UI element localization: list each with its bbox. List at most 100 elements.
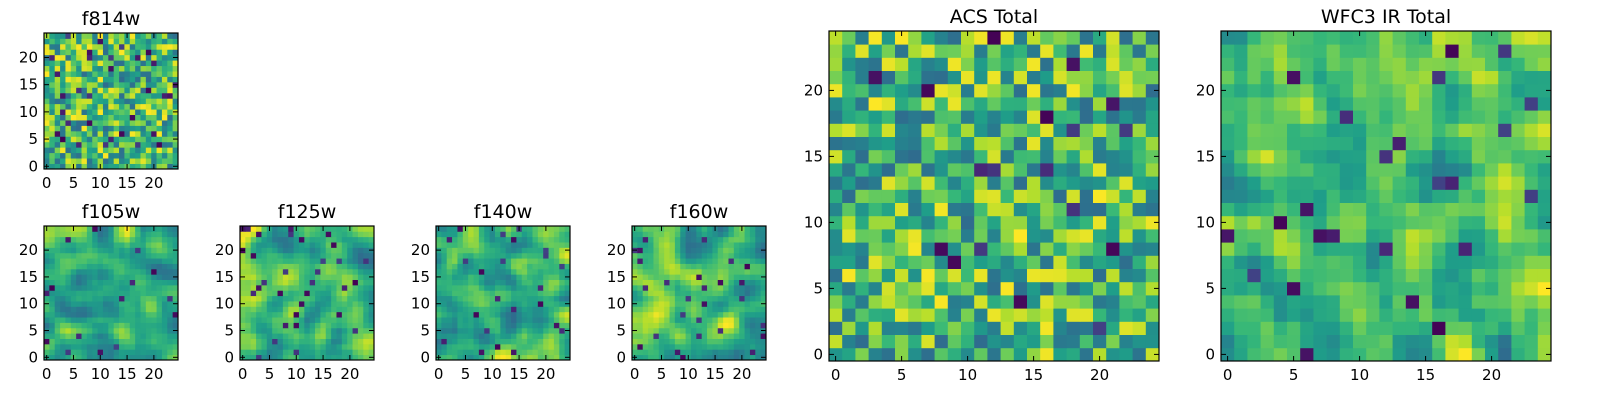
heatmap-cell [261, 231, 268, 238]
heatmap-cell [86, 236, 93, 243]
heatmap-cell [352, 231, 359, 238]
heatmap-cell [65, 43, 72, 50]
heatmap-cell [755, 338, 762, 345]
heatmap-cell [755, 263, 762, 270]
heatmap-cell [341, 231, 348, 238]
heatmap-cell [712, 295, 719, 302]
heatmap-cell [145, 354, 152, 361]
heatmap-cell [86, 163, 93, 170]
heatmap-cell [446, 226, 453, 232]
heatmap-cell [81, 236, 88, 243]
heatmap-cell [54, 152, 61, 159]
heatmap-cell [298, 268, 305, 275]
heatmap-cell [54, 306, 61, 313]
heatmap-cell [140, 268, 147, 275]
heatmap-cell [680, 327, 686, 334]
heatmap-cell [1093, 136, 1107, 151]
heatmap-cell [1419, 44, 1433, 58]
heatmap-cell [172, 317, 179, 323]
heatmap-cell [1221, 281, 1235, 296]
heatmap-cell [707, 231, 713, 238]
heatmap-cell [728, 354, 735, 361]
heatmap-cell [1300, 31, 1314, 45]
heatmap-cell [140, 130, 147, 137]
heatmap-cell [674, 322, 681, 329]
heatmap-cell [1326, 281, 1341, 296]
heatmap-cell [304, 231, 311, 238]
heatmap-cell [124, 263, 131, 270]
heatmap-cell [266, 301, 273, 307]
heatmap-cell [1287, 163, 1301, 177]
heatmap-cell [347, 322, 353, 329]
heatmap-cell [1273, 70, 1288, 85]
y-tick-label: 20 [19, 241, 38, 259]
heatmap-cell [669, 258, 676, 264]
heatmap-cell [309, 252, 316, 259]
heatmap-cell [1013, 31, 1028, 45]
heatmap-cell [559, 311, 566, 318]
heatmap-cell [947, 334, 962, 349]
heatmap-cell [452, 290, 458, 297]
heatmap-cell [293, 349, 300, 356]
heatmap-cell [167, 349, 174, 356]
heatmap-cell [728, 322, 735, 329]
heatmap-cell [537, 343, 544, 350]
heatmap-cell [145, 263, 152, 270]
heatmap-cell [1379, 189, 1393, 203]
heatmap-cell [1040, 57, 1054, 71]
heatmap-cell [680, 290, 686, 297]
heatmap-cell [81, 311, 88, 318]
heatmap-cell [119, 114, 125, 121]
heatmap-cell [516, 252, 523, 259]
heatmap-cell [553, 258, 560, 264]
heatmap-cell [245, 322, 252, 329]
heatmap-cell [974, 268, 988, 283]
heatmap-cell [65, 306, 72, 313]
heatmap-cell [293, 301, 300, 307]
heatmap-cell [1066, 215, 1081, 230]
heatmap-cell [54, 71, 61, 77]
heatmap-cell [240, 263, 246, 270]
heatmap-cell [1458, 295, 1473, 309]
heatmap-cell [1471, 176, 1486, 190]
heatmap-cell [1013, 308, 1028, 322]
heatmap-cell [60, 38, 66, 45]
heatmap-cell [298, 311, 305, 318]
heatmap-cell [156, 295, 163, 302]
heatmap-cell [81, 81, 88, 88]
x-tick-label: 15 [118, 174, 137, 192]
heatmap-cell [895, 83, 909, 98]
heatmap-cell [245, 306, 252, 313]
heatmap-cell [97, 76, 104, 83]
heatmap-cell [140, 317, 147, 323]
heatmap-cell [44, 103, 50, 110]
heatmap-cell [76, 274, 82, 280]
heatmap-cell [1379, 70, 1393, 85]
heatmap-cell [282, 354, 289, 361]
heatmap-cell [44, 87, 50, 94]
heatmap-cell [272, 284, 278, 291]
heatmap-cell [733, 252, 740, 259]
heatmap-cell [325, 252, 332, 259]
heatmap-cell [1013, 255, 1028, 269]
heatmap-cell [452, 333, 458, 339]
heatmap-cell [119, 284, 125, 291]
heatmap-cell [119, 130, 125, 137]
heatmap-cell [1379, 215, 1393, 230]
heatmap-cell [1313, 255, 1327, 269]
heatmap-cell [167, 71, 174, 77]
heatmap-cell [65, 317, 72, 323]
heatmap-cell [97, 103, 104, 110]
heatmap-cell [161, 322, 168, 329]
heatmap-cell [1247, 163, 1261, 177]
heatmap-cell [250, 274, 257, 280]
heatmap-cell [161, 163, 168, 170]
heatmap-cell [842, 308, 856, 322]
heatmap-cell [1458, 97, 1473, 111]
heatmap-cell [288, 226, 294, 232]
heatmap-cell [664, 295, 670, 302]
heatmap-cell [685, 247, 692, 254]
heatmap-cell [320, 317, 327, 323]
heatmap-cell [1221, 229, 1235, 243]
heatmap-cell [119, 71, 125, 77]
